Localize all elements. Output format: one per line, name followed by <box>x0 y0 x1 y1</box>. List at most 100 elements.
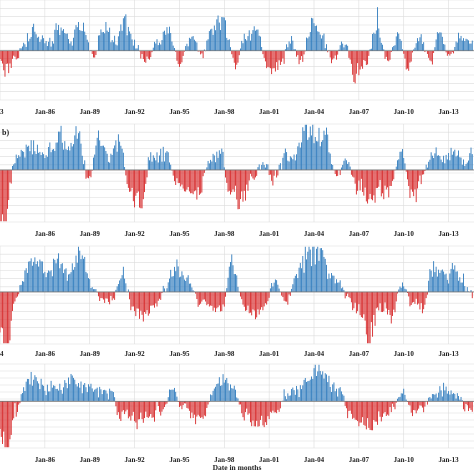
bar-positive <box>169 389 170 402</box>
bar-positive <box>343 395 345 402</box>
bar-negative <box>256 401 258 421</box>
bar-positive <box>399 396 401 402</box>
bar-negative <box>347 401 349 419</box>
bar-positive <box>308 246 310 292</box>
bar-negative <box>469 401 471 409</box>
bar-positive <box>312 246 314 292</box>
bar-negative <box>350 291 352 303</box>
bar-negative <box>237 169 239 210</box>
bar-positive <box>43 38 45 51</box>
bar-positive <box>248 30 250 51</box>
bar-positive <box>182 275 184 292</box>
bar-positive <box>465 38 467 51</box>
bar-positive <box>83 258 84 292</box>
bar-negative <box>268 291 270 298</box>
bar-positive <box>243 33 245 51</box>
bar-positive <box>436 397 438 402</box>
bar-negative <box>242 291 244 305</box>
bar-positive <box>454 265 456 292</box>
bar-negative <box>418 169 420 182</box>
bar-positive <box>95 145 97 170</box>
bar-negative <box>157 401 159 406</box>
bar-negative <box>257 291 259 310</box>
bar-positive <box>26 146 28 170</box>
bar-negative <box>445 50 447 53</box>
bar-positive <box>74 135 76 170</box>
bar-positive <box>156 152 158 170</box>
bar-negative <box>297 50 299 56</box>
bar-positive <box>175 391 177 402</box>
bar-positive <box>216 19 218 51</box>
bar-negative <box>252 291 254 310</box>
bar-positive <box>41 35 43 51</box>
bar-positive <box>35 34 37 51</box>
bar-negative <box>181 401 183 410</box>
bar-positive <box>166 27 168 51</box>
bar-negative <box>177 50 179 65</box>
bar-positive <box>48 270 50 292</box>
bar-negative <box>114 291 116 300</box>
bar-negative <box>409 50 411 63</box>
bar-positive <box>303 272 305 292</box>
bar-positive <box>170 389 172 402</box>
bar-positive <box>160 44 162 51</box>
bar-negative <box>382 291 383 313</box>
bar-positive <box>340 288 342 292</box>
bar-positive <box>31 385 33 402</box>
bar-negative <box>17 401 18 412</box>
bar-negative <box>355 291 357 314</box>
bar-positive <box>258 35 260 51</box>
bar-positive <box>292 40 294 51</box>
bar-positive <box>426 167 428 170</box>
bar-negative <box>424 50 426 53</box>
bar-positive <box>296 274 298 292</box>
bar-positive <box>161 161 163 170</box>
bar-negative <box>394 291 396 313</box>
x-tick-label: Jan-89 <box>80 456 101 464</box>
bar-negative <box>412 291 413 303</box>
bar-negative <box>352 50 354 75</box>
bar-positive <box>24 44 26 51</box>
bar-positive <box>80 381 82 402</box>
bar-negative <box>365 169 367 202</box>
bar-negative <box>247 401 249 415</box>
bar-positive <box>289 43 291 51</box>
bar-positive <box>307 139 309 170</box>
bar-positive <box>23 151 25 170</box>
bar-negative <box>251 169 253 177</box>
bar-positive <box>69 43 71 51</box>
bar-positive <box>327 134 329 170</box>
bar-positive <box>332 165 334 170</box>
bar-negative <box>370 291 372 323</box>
bar-positive <box>114 35 116 51</box>
bar-positive <box>215 30 217 51</box>
bar-positive <box>46 46 48 51</box>
bar-positive <box>84 31 86 51</box>
bar-positive <box>90 288 92 292</box>
bar-negative <box>395 291 397 302</box>
bar-positive <box>112 392 114 402</box>
bar-positive <box>125 283 127 292</box>
bar-positive <box>30 36 32 51</box>
bar-negative <box>197 401 199 415</box>
bar-positive <box>335 279 337 292</box>
bar-negative <box>362 291 364 318</box>
bar-positive <box>36 144 38 170</box>
x-tick-label: Jan-92 <box>124 230 145 238</box>
bar-negative <box>222 291 224 305</box>
bar-negative <box>414 401 416 411</box>
bar-positive <box>30 140 32 170</box>
bar-positive <box>44 271 46 292</box>
bar-positive <box>56 142 58 170</box>
bar-positive <box>338 282 340 292</box>
bar-positive <box>164 30 165 51</box>
bar-negative <box>144 50 145 62</box>
bar-negative <box>393 401 395 407</box>
bar-negative <box>137 401 139 420</box>
bar-negative <box>97 291 99 297</box>
bar-positive <box>211 161 213 170</box>
bar-negative <box>206 291 208 306</box>
bar-negative <box>248 401 250 414</box>
bar-positive <box>421 43 423 51</box>
